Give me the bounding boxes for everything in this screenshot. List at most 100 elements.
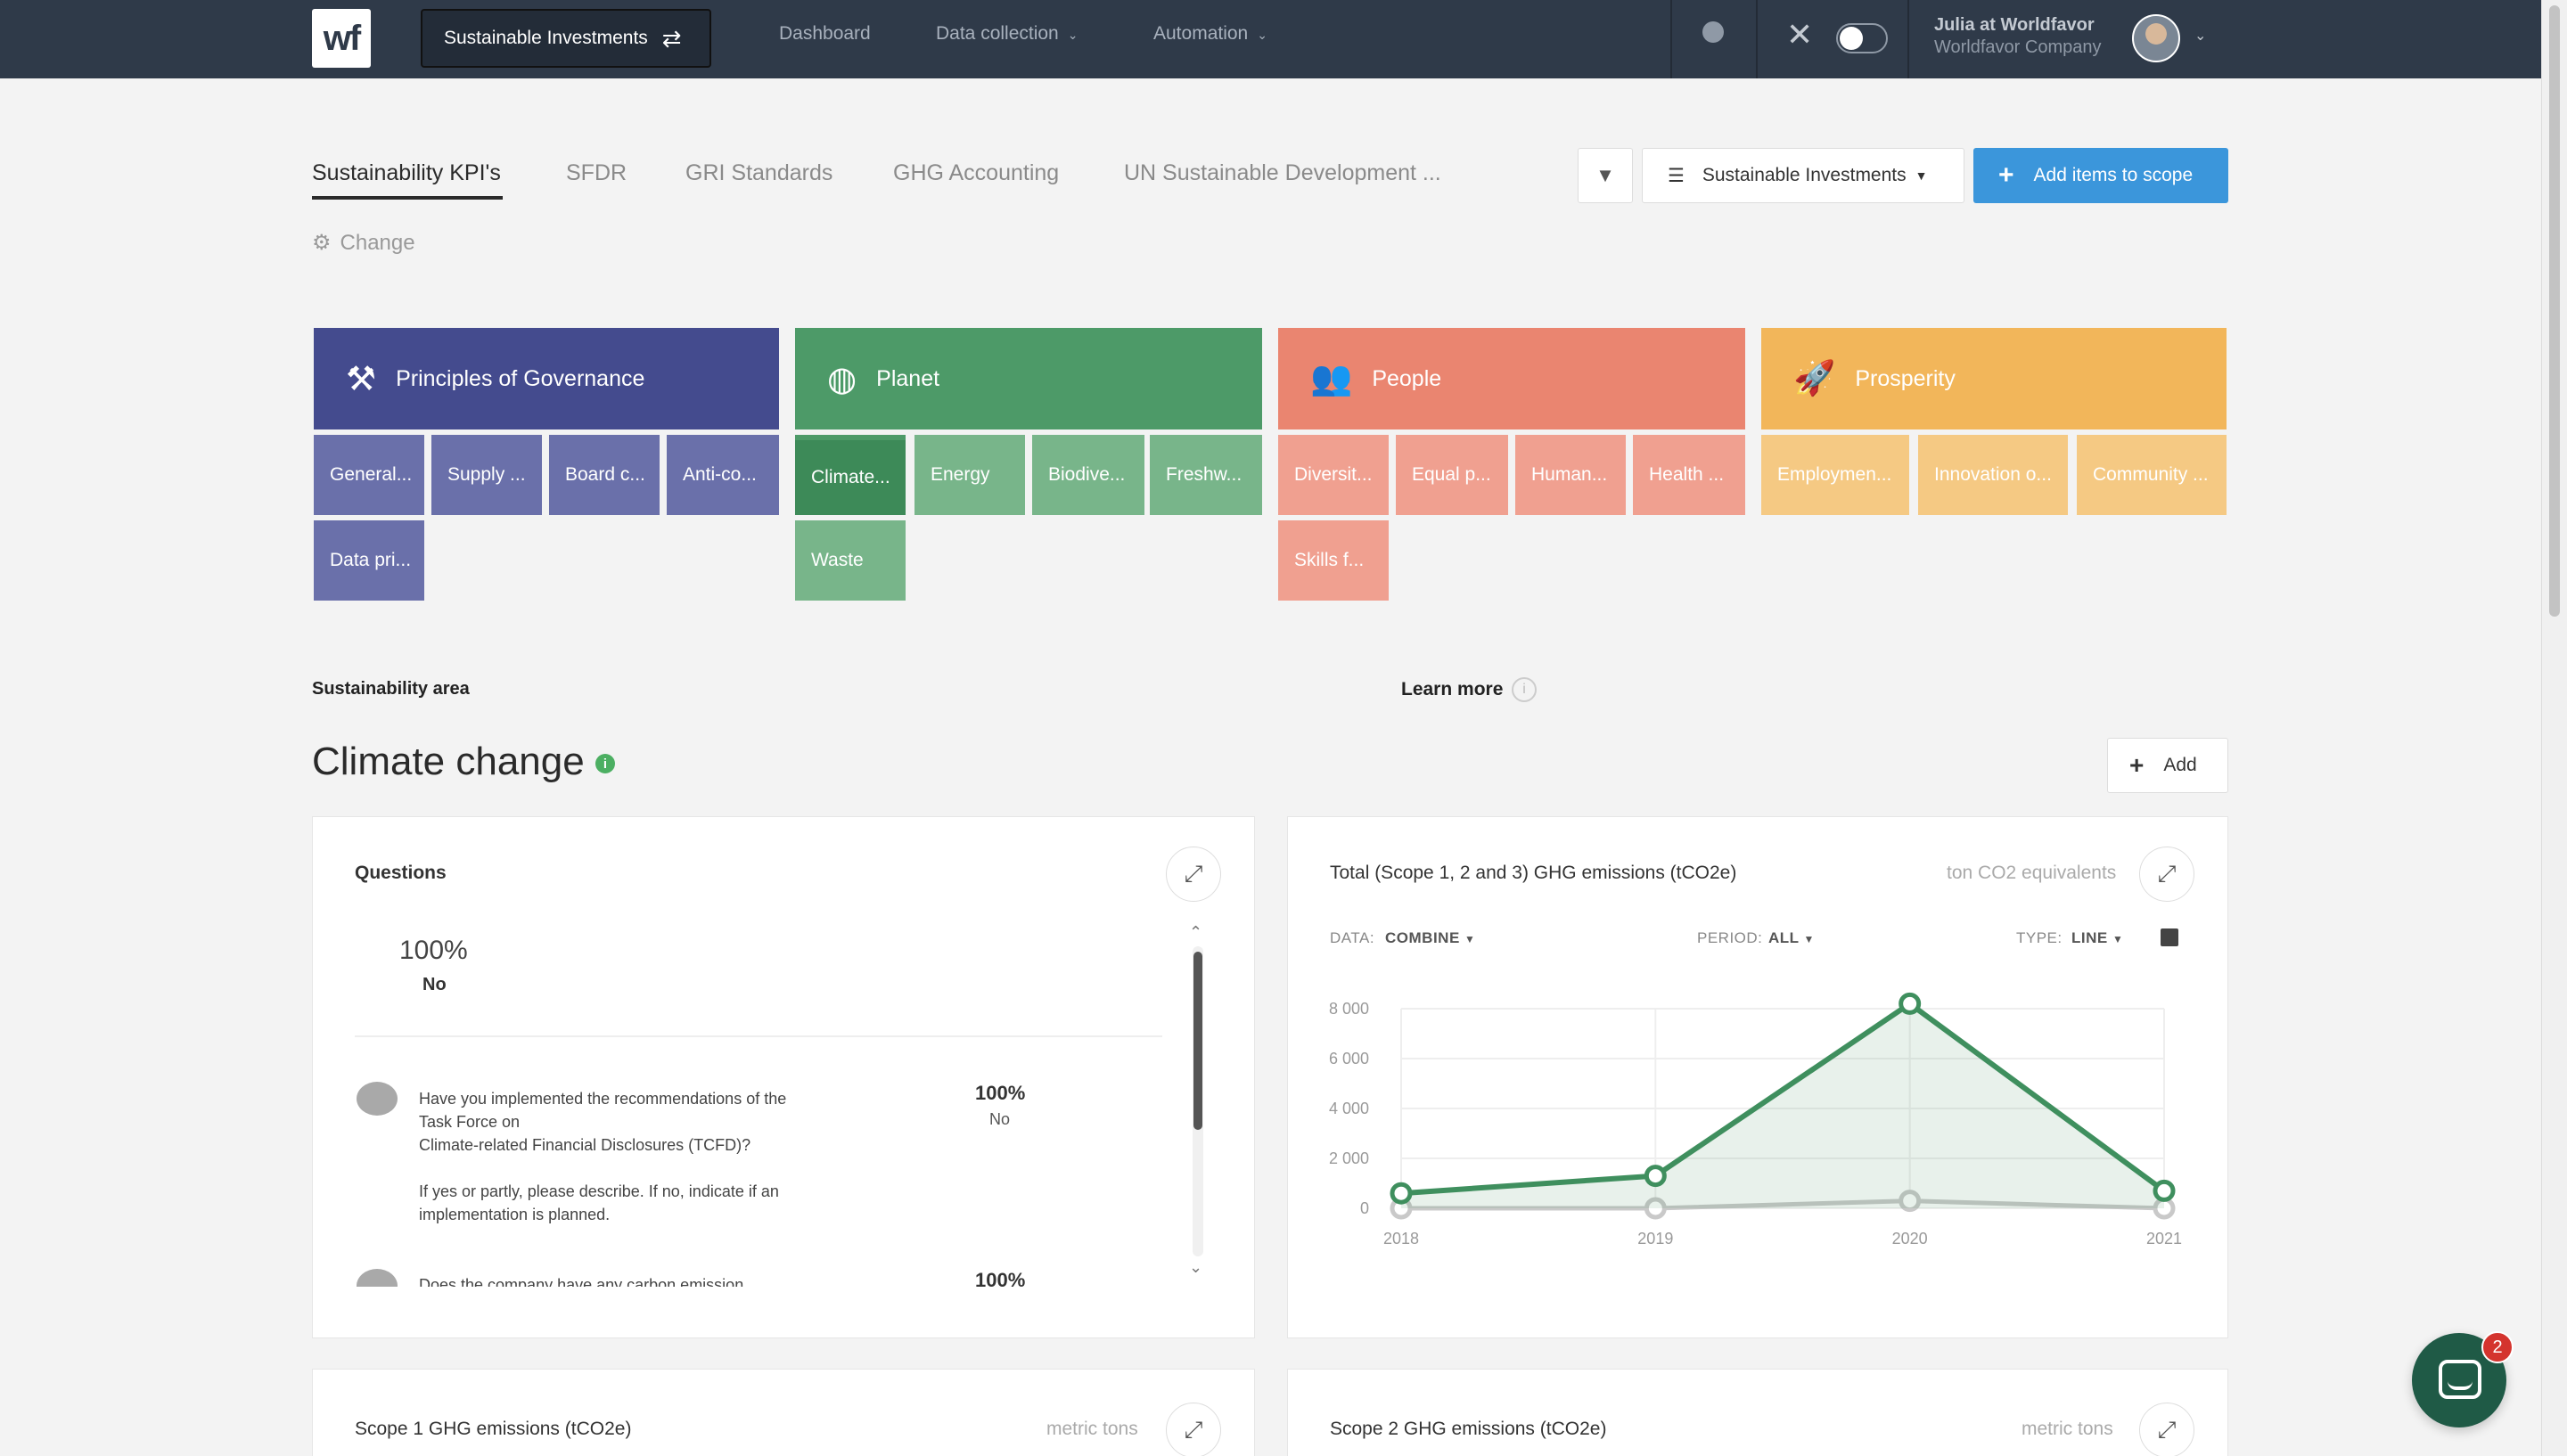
chevron-down-icon[interactable]: ⌄ — [2194, 29, 2207, 44]
subcategory-tile[interactable]: Waste — [795, 520, 906, 601]
nav-automation[interactable]: Automation ⌄ — [1153, 23, 1267, 44]
question-text[interactable]: Does the company have any carbon emissio… — [419, 1276, 744, 1287]
globe-icon[interactable] — [1702, 21, 1724, 43]
add-button[interactable]: + Add — [2107, 738, 2228, 793]
tools-icon[interactable]: ✕ — [1786, 16, 1814, 53]
period-label: PERIOD: — [1697, 929, 1763, 946]
data-select[interactable]: COMBINE ▼ — [1385, 929, 1476, 946]
dark-mode-toggle[interactable] — [1836, 23, 1888, 53]
user-name[interactable]: Julia at Worldfavor — [1934, 15, 2095, 35]
expand-icon[interactable]: ⤢ — [1166, 1403, 1221, 1456]
expand-icon[interactable]: ⤢ — [1166, 847, 1221, 902]
subcategory-tile[interactable]: Human... — [1515, 435, 1626, 515]
category-people[interactable]: 👥 People — [1278, 328, 1745, 429]
type-label: TYPE: — [2016, 929, 2063, 946]
subcategory-tile[interactable]: Skills f... — [1278, 520, 1389, 601]
scrollbar-thumb[interactable] — [1193, 952, 1202, 1130]
scrollbar-thumb[interactable] — [2549, 5, 2560, 617]
y-tick-label: 4 000 — [1329, 1100, 1369, 1117]
subcategory-tile[interactable]: Employmen... — [1761, 435, 1909, 515]
series-line — [1401, 1198, 2165, 1211]
tab-un-sdg[interactable]: UN Sustainable Development ... — [1124, 160, 1441, 185]
organization-switcher[interactable]: Sustainable Investments ⇄ — [421, 9, 711, 68]
subcategory-tile[interactable]: Health ... — [1633, 435, 1745, 515]
subcategory-tile[interactable]: Anti-co... — [667, 435, 779, 515]
question-percentage: 100% — [975, 1082, 1026, 1104]
chat-bubble-icon — [2439, 1360, 2481, 1399]
emissions-line-chart: 8 000 6 000 4 000 2 000 0 2018 2019 2020 2021 — [1329, 992, 2182, 1247]
expand-icon[interactable]: ⤢ — [2139, 1403, 2194, 1456]
question-percentage: 100% — [975, 1269, 1026, 1287]
area-label: Sustainability area — [312, 679, 470, 699]
data-label: DATA: — [1330, 929, 1375, 946]
emissions-chart-card — [1287, 816, 2228, 1338]
summary-answer: No — [422, 975, 447, 994]
caret-down-icon: ▼ — [1915, 168, 1928, 183]
subcategory-tile[interactable]: Innovation o... — [1918, 435, 2068, 515]
subcategory-tile[interactable]: Community ... — [2077, 435, 2227, 515]
category-prosperity[interactable]: 🚀 Prosperity — [1761, 328, 2227, 429]
y-tick-label: 0 — [1360, 1199, 1369, 1217]
toggle-knob — [1840, 27, 1863, 50]
scroll-down-icon[interactable]: ⌄ — [1189, 1258, 1203, 1276]
worldfavor-logo[interactable]: wf — [312, 9, 371, 68]
filter-button[interactable]: ▼ — [1578, 148, 1633, 203]
add-items-to-scope-button[interactable]: + Add items to scope — [1973, 148, 2228, 203]
page-scrollbar[interactable] — [2541, 0, 2567, 1456]
subcategory-tile[interactable]: Biodive... — [1032, 435, 1144, 515]
info-icon[interactable]: i — [595, 754, 615, 773]
questions-scrollbar[interactable] — [1193, 946, 1203, 1256]
filter-icon: ▼ — [1595, 164, 1615, 186]
swap-arrows-icon: ⇄ — [661, 24, 682, 52]
scroll-up-icon[interactable]: ⌃ — [1189, 923, 1203, 941]
user-company: Worldfavor Company — [1934, 37, 2102, 57]
tab-ghg-accounting[interactable]: GHG Accounting — [893, 160, 1060, 185]
notification-badge: 2 — [2481, 1331, 2514, 1363]
questions-card — [312, 816, 1255, 1338]
subcategory-tile[interactable]: Freshw... — [1150, 435, 1262, 515]
comment-icon[interactable] — [357, 1082, 398, 1116]
scope-select[interactable]: ☰ Sustainable Investments ▼ — [1642, 148, 1964, 203]
x-tick-label: 2018 — [1383, 1230, 1419, 1247]
subcategory-tile[interactable]: Equal p... — [1396, 435, 1508, 515]
tab-gri-standards[interactable]: GRI Standards — [685, 160, 833, 185]
nav-data-collection[interactable]: Data collection ⌄ — [936, 23, 1078, 44]
subcategory-tile[interactable]: Diversit... — [1278, 435, 1389, 515]
subcategory-tile[interactable]: Data pri... — [314, 520, 424, 601]
data-point — [2153, 1179, 2176, 1202]
change-button[interactable]: ⚙ Change — [312, 231, 415, 255]
info-icon[interactable]: i — [1512, 677, 1537, 702]
subcategory-tile[interactable]: Energy — [914, 435, 1025, 515]
users-icon: 👥 — [1310, 360, 1353, 397]
subcategory-tile[interactable]: General... — [314, 435, 424, 515]
type-select[interactable]: LINE ▼ — [2071, 929, 2124, 946]
tab-sfdr[interactable]: SFDR — [566, 160, 627, 185]
x-tick-label: 2019 — [1637, 1230, 1673, 1247]
comment-icon[interactable] — [357, 1269, 398, 1287]
category-governance[interactable]: ⚒ Principles of Governance — [314, 328, 779, 429]
data-point — [1899, 1190, 1922, 1213]
nav-dashboard[interactable]: Dashboard — [779, 23, 871, 44]
card-title: Questions — [355, 863, 447, 883]
expand-icon[interactable]: ⤢ — [2139, 847, 2194, 902]
question-text[interactable]: Have you implemented the recommendations… — [419, 1090, 787, 1223]
category-planet[interactable]: ◍ Planet — [795, 328, 1262, 429]
tab-sustainability-kpis[interactable]: Sustainability KPI's — [312, 160, 501, 185]
chevron-down-icon: ⌄ — [1257, 28, 1267, 42]
x-tick-label: 2021 — [2146, 1230, 2182, 1247]
subcategory-tile-active[interactable]: Climate... — [795, 435, 906, 515]
save-icon[interactable] — [2161, 928, 2178, 946]
question-answer: No — [989, 1110, 1011, 1128]
learn-more-link[interactable]: Learn more — [1401, 679, 1504, 699]
card-title: Scope 2 GHG emissions (tCO2e) — [1330, 1419, 1607, 1439]
period-select[interactable]: ALL ▼ — [1768, 929, 1815, 946]
scope2-card — [1287, 1369, 2228, 1456]
avatar[interactable] — [2132, 14, 2180, 62]
x-tick-label: 2020 — [1892, 1230, 1928, 1247]
subcategory-tile[interactable]: Board c... — [549, 435, 660, 515]
subcategory-tile[interactable]: Supply ... — [431, 435, 542, 515]
scope1-card — [312, 1369, 1255, 1456]
nav-divider — [1907, 0, 1909, 78]
card-title: Total (Scope 1, 2 and 3) GHG emissions (… — [1330, 863, 1737, 883]
gavel-icon: ⚒ — [346, 360, 377, 398]
